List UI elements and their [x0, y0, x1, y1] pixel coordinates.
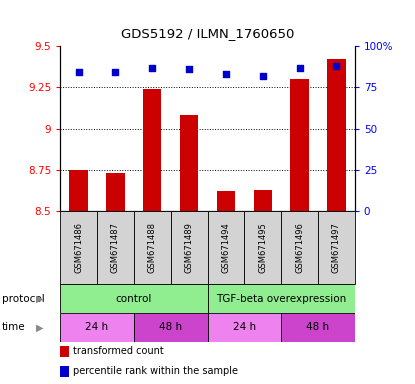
Point [333, 63, 340, 69]
Point [222, 71, 229, 77]
Bar [217, 191, 235, 211]
Text: 24 h: 24 h [85, 322, 109, 333]
Bar [244, 211, 281, 284]
Text: GSM671495: GSM671495 [258, 222, 267, 273]
Point [296, 65, 303, 71]
Bar [254, 190, 272, 211]
Text: 48 h: 48 h [159, 322, 182, 333]
Bar [143, 89, 161, 211]
Point [149, 65, 156, 71]
Bar [69, 170, 88, 211]
Text: 24 h: 24 h [233, 322, 256, 333]
Bar [208, 284, 355, 313]
Bar [318, 211, 355, 284]
Text: percentile rank within the sample: percentile rank within the sample [73, 366, 238, 376]
Text: ▶: ▶ [36, 293, 44, 304]
Text: transformed count: transformed count [73, 346, 164, 356]
Bar [134, 211, 171, 284]
Bar [290, 79, 309, 211]
Bar [97, 211, 134, 284]
Text: GSM671494: GSM671494 [222, 222, 230, 273]
Bar [171, 211, 208, 284]
Text: TGF-beta overexpression: TGF-beta overexpression [216, 293, 346, 304]
Text: GSM671496: GSM671496 [295, 222, 304, 273]
Text: time: time [2, 322, 26, 333]
Text: GSM671489: GSM671489 [185, 222, 193, 273]
Point [186, 66, 193, 72]
Text: 48 h: 48 h [306, 322, 330, 333]
Text: GSM671486: GSM671486 [74, 222, 83, 273]
Bar [180, 116, 198, 211]
Bar [60, 313, 134, 342]
Bar [208, 313, 281, 342]
Bar [60, 284, 208, 313]
Bar [208, 211, 244, 284]
Bar [327, 59, 346, 211]
Bar [281, 211, 318, 284]
Point [259, 73, 266, 79]
Text: GDS5192 / ILMN_1760650: GDS5192 / ILMN_1760650 [121, 27, 294, 40]
Bar [281, 313, 355, 342]
Bar [134, 313, 208, 342]
Point [112, 70, 119, 76]
Point [75, 70, 82, 76]
Text: GSM671487: GSM671487 [111, 222, 120, 273]
Bar [106, 173, 124, 211]
Text: GSM671497: GSM671497 [332, 222, 341, 273]
Text: ▶: ▶ [36, 322, 44, 333]
Text: protocol: protocol [2, 293, 45, 304]
Text: GSM671488: GSM671488 [148, 222, 157, 273]
Text: control: control [116, 293, 152, 304]
Bar [60, 211, 97, 284]
